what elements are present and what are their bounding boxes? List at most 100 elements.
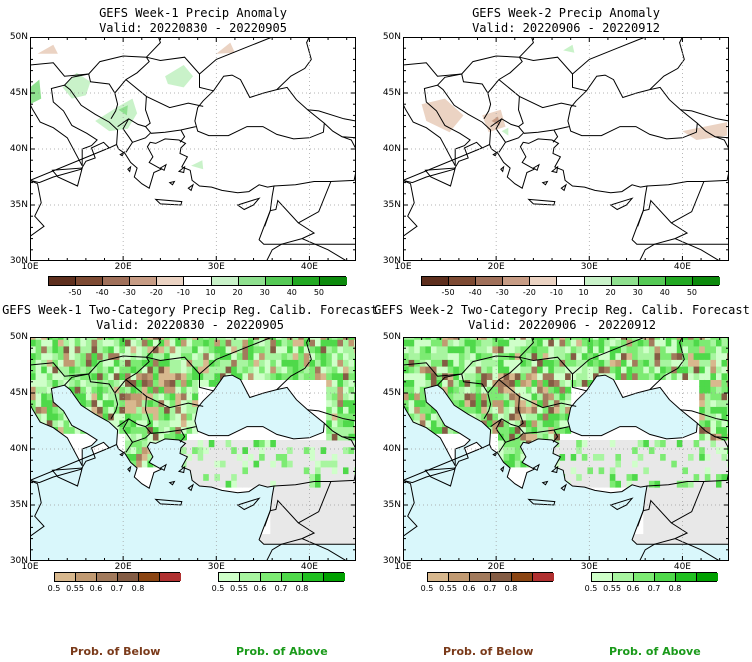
probability-cell <box>615 359 622 367</box>
probability-cell <box>676 520 683 528</box>
probability-cell <box>553 393 560 401</box>
probability-cell <box>542 346 549 354</box>
probability-cell <box>52 406 59 414</box>
probability-cell <box>531 352 538 360</box>
probability-cell <box>348 399 355 407</box>
lon-label: 40E <box>673 262 691 272</box>
probability-cell <box>169 337 176 340</box>
probability-cell <box>331 466 338 475</box>
probability-cell <box>665 339 672 347</box>
probability-cell <box>704 487 711 495</box>
probability-cell <box>248 440 255 448</box>
probability-cell <box>559 446 566 454</box>
probability-cell <box>436 359 443 367</box>
probability-cell <box>175 406 182 414</box>
colorbar-label: -40 <box>95 288 109 297</box>
probability-cell <box>331 393 338 401</box>
probability-cell <box>259 359 266 367</box>
probability-cell <box>660 466 667 475</box>
island <box>119 451 126 457</box>
probability-cell <box>242 366 249 374</box>
probability-cell <box>69 366 76 374</box>
probability-cell <box>704 527 711 535</box>
probability-cell <box>576 379 583 387</box>
probability-cell <box>665 366 672 374</box>
probability-cell <box>716 493 723 501</box>
probability-cell <box>464 366 471 374</box>
probability-cell <box>537 352 544 360</box>
probability-cell <box>537 399 544 407</box>
probability-cell <box>331 359 338 367</box>
probability-cell <box>169 419 176 428</box>
colorbar-label: 0.5 <box>47 584 61 593</box>
probability-cell <box>225 440 232 448</box>
probability-cell <box>152 386 159 394</box>
probability-cell <box>147 406 154 414</box>
probability-cell <box>303 514 310 522</box>
probability-cell <box>208 440 215 448</box>
colorbar-label: -50 <box>441 288 455 297</box>
probability-cell <box>270 527 277 535</box>
country-border <box>572 337 646 375</box>
probability-cell <box>192 406 199 414</box>
probability-cell <box>716 507 723 515</box>
probability-cell <box>264 453 271 461</box>
probability-cell <box>514 346 521 354</box>
probability-cell <box>125 446 132 454</box>
probability-cell <box>598 446 605 454</box>
probability-cell <box>486 413 493 421</box>
probability-cell <box>509 446 516 454</box>
country-border <box>276 337 312 390</box>
probability-cell <box>208 446 215 454</box>
probability-cell <box>520 426 527 434</box>
country-border <box>146 37 161 58</box>
probability-cell <box>520 406 527 414</box>
probability-cell <box>699 446 706 454</box>
probability-cell <box>180 352 187 360</box>
lon-label: 10E <box>394 562 412 572</box>
probability-cell <box>158 386 165 394</box>
probability-cell <box>514 372 521 380</box>
frame-ticks <box>30 337 356 561</box>
probability-cell <box>514 339 521 347</box>
probability-cell <box>180 386 187 394</box>
probability-cell <box>298 487 305 495</box>
probability-cell <box>326 446 333 454</box>
probability-cell <box>303 527 310 535</box>
probability-cell <box>141 419 148 428</box>
country-border <box>637 510 644 527</box>
probability-cell <box>486 337 493 340</box>
probability-cell <box>192 446 199 454</box>
country-border <box>637 210 644 227</box>
probability-cell <box>298 366 305 374</box>
graticule <box>403 337 729 561</box>
probability-cell <box>63 337 70 340</box>
probability-cell <box>331 534 338 542</box>
graticule <box>30 337 356 561</box>
probability-cell <box>348 520 355 528</box>
probability-cell <box>716 379 723 387</box>
probability-cell <box>688 493 695 501</box>
probability-cell <box>136 379 143 387</box>
probability-cell <box>147 460 154 468</box>
probability-cell <box>436 366 443 374</box>
probability-cell <box>693 359 700 367</box>
probability-cell <box>331 346 338 354</box>
probability-cell <box>331 339 338 347</box>
probability-cell <box>113 419 120 428</box>
probability-cell <box>721 366 728 374</box>
probability-cell <box>303 337 310 340</box>
probability-cell <box>503 446 510 454</box>
probability-cell <box>609 480 616 488</box>
probability-cell <box>320 487 327 495</box>
probability-cell <box>292 473 299 481</box>
probability-cell <box>292 453 299 461</box>
probability-cell <box>637 473 644 481</box>
probability-cell <box>303 473 310 481</box>
map-panel-week2-probability <box>403 337 729 561</box>
country-border <box>273 171 356 187</box>
probability-cell <box>192 453 199 461</box>
colorbar-label: -30 <box>495 288 509 297</box>
probability-cell <box>343 460 350 468</box>
country-border <box>146 56 214 92</box>
